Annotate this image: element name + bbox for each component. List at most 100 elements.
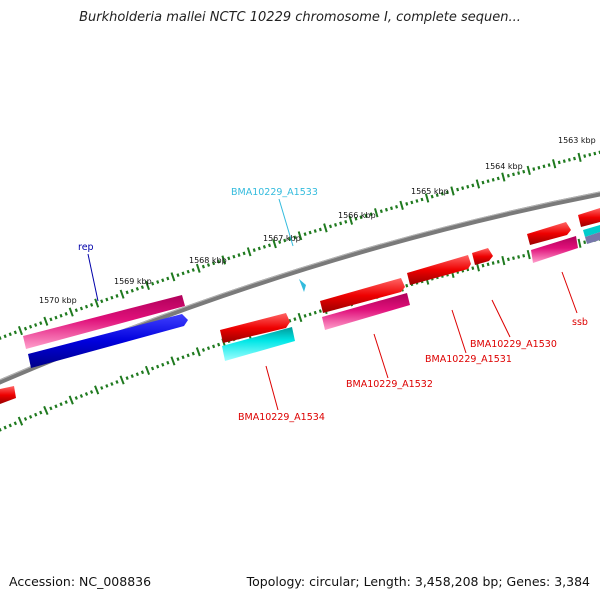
inner-ruler-tick <box>23 417 28 421</box>
inner-ruler-tick <box>517 255 521 259</box>
inner-ruler-tick <box>74 396 78 400</box>
inner-ruler-tick <box>68 395 74 405</box>
inner-ruler-tick <box>181 355 185 360</box>
outer-ruler-tick <box>354 216 358 221</box>
gene-bma10229-a1533-cyan[interactable] <box>222 327 295 361</box>
bma10229-a1533-marker[interactable] <box>299 279 306 292</box>
outer-ruler-tick <box>486 179 490 183</box>
outer-ruler-tick <box>145 280 150 291</box>
outer-ruler-tick <box>532 167 536 171</box>
outer-ruler-tick <box>242 251 246 256</box>
outer-ruler-tick <box>170 272 176 282</box>
outer-ruler-tick <box>547 163 551 167</box>
outer-ruler-tick <box>573 156 576 161</box>
outer-ruler-tick <box>237 253 241 257</box>
outer-ruler-tick <box>68 307 74 317</box>
outer-ruler-tick <box>43 316 49 326</box>
inner-ruler-tick <box>501 255 506 266</box>
outer-ruler-tick <box>410 200 414 205</box>
outer-ruler-tick <box>424 193 430 203</box>
outer-ruler-tick <box>252 248 256 253</box>
outer-ruler-tick <box>105 297 109 302</box>
outer-ruler-tick <box>110 295 114 300</box>
label-leaders <box>87 198 578 411</box>
outer-ruler-tick <box>17 325 23 336</box>
outer-ruler-tick <box>125 290 129 295</box>
inner-ruler-tick <box>140 370 145 375</box>
outer-ruler-tick <box>481 180 485 185</box>
gene-bma10229-a1534-red[interactable] <box>220 313 290 343</box>
gene-label-bma10229-a1534[interactable]: BMA10229_A1534 <box>238 412 325 423</box>
gene-right-red-1[interactable] <box>527 222 571 245</box>
gene-rep-blue[interactable] <box>28 314 188 368</box>
accession-text: Accession: NC_008836 <box>9 574 152 589</box>
gene-ssb-magenta[interactable] <box>531 236 578 263</box>
inner-ruler-tick <box>39 410 43 415</box>
inner-ruler-tick <box>526 249 531 260</box>
inner-ruler-tick <box>34 412 38 417</box>
outer-ruler-tick <box>517 171 521 175</box>
gene-left-red[interactable] <box>0 386 16 404</box>
inner-ruler-tick <box>13 421 18 426</box>
outer-ruler-tick <box>567 158 571 162</box>
inner-ruler-tick <box>496 260 500 264</box>
gene-right-cyan[interactable] <box>583 225 600 237</box>
gene-bma10229-a1530-red[interactable] <box>472 248 493 265</box>
gene-right-red-2[interactable] <box>578 208 600 227</box>
ruler-label-1570: 1570 kbp <box>39 296 77 305</box>
outer-ruler-tick <box>379 209 383 214</box>
outer-ruler-tick <box>246 247 252 257</box>
inner-ruler-tick <box>17 416 24 426</box>
gene-label-ssb[interactable]: ssb <box>572 317 588 328</box>
outer-ruler-tick <box>348 215 354 225</box>
inner-ruler-tick <box>79 394 84 398</box>
outer-ruler-tick <box>303 232 307 237</box>
gene-label-bma10229-a1532[interactable]: BMA10229_A1532 <box>346 379 433 390</box>
gene-label-bma10229-a1530[interactable]: BMA10229_A1530 <box>470 339 557 350</box>
inner-ruler-tick <box>293 317 297 321</box>
inner-ruler-tick <box>89 390 94 394</box>
outer-ruler-tick <box>79 306 84 311</box>
inner-ruler-tick <box>161 362 165 367</box>
gene-bma10229-a1532-magenta[interactable] <box>322 293 410 330</box>
gene-labels: rep BMA10229_A1533 BMA10229_A1534 BMA102… <box>78 187 588 423</box>
inner-ruler-tick <box>512 256 515 260</box>
outer-ruler-tick <box>191 268 195 272</box>
gene-rep-magenta[interactable] <box>23 295 185 349</box>
inner-ruler-tick <box>150 366 155 371</box>
inner-ruler-tick <box>100 386 104 390</box>
inner-ruler-tick <box>54 404 58 409</box>
outer-ruler-tick <box>135 287 139 291</box>
outer-ruler-tick <box>364 213 368 218</box>
gene-label-rep[interactable]: rep <box>78 242 94 253</box>
inner-ruler-tick <box>522 253 526 258</box>
outer-ruler-tick <box>186 269 190 274</box>
outer-ruler-tick <box>3 334 7 339</box>
ruler-label-1566: 1566 kbp <box>338 211 376 220</box>
ruler-label-1565: 1565 kbp <box>411 187 449 196</box>
gene-label-bma10229-a1531[interactable]: BMA10229_A1531 <box>425 354 512 365</box>
gene-bma10229-a1532-red[interactable] <box>320 278 405 313</box>
inner-ruler-tick <box>318 309 322 313</box>
outer-ruler-tick <box>176 273 180 277</box>
outer-ruler-tick <box>0 336 2 340</box>
outer-ruler-tick <box>395 204 399 209</box>
outer-ruler-tick <box>512 172 515 177</box>
outer-ruler-tick <box>8 332 12 337</box>
inner-ruler-tick <box>491 261 495 265</box>
inner-ruler-tick <box>43 405 49 415</box>
gene-bma10229-a1531-red[interactable] <box>407 255 471 285</box>
outer-ruler-tick <box>227 256 231 261</box>
inner-ruler-tick <box>110 382 114 386</box>
inner-ruler-tick <box>486 262 490 267</box>
gene-right-purple[interactable] <box>585 232 600 244</box>
outer-ruler-tick <box>593 151 597 156</box>
inner-ruler-tick <box>3 425 7 430</box>
gene-label-bma10229-a1533[interactable]: BMA10229_A1533 <box>231 187 318 198</box>
inner-ruler-tick <box>176 357 180 361</box>
inner-ruler-tick <box>186 353 190 358</box>
outer-ruler-tick <box>34 323 38 327</box>
inner-ruler-tick <box>170 356 176 366</box>
outer-ruler-tick <box>526 165 531 175</box>
